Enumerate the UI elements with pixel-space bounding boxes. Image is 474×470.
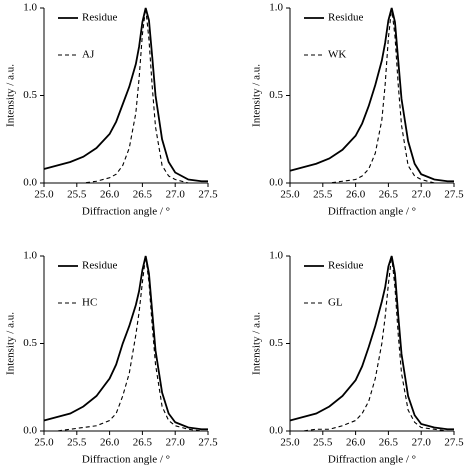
y-tick-label: 1.0 bbox=[23, 2, 37, 14]
x-axis-label: Diffraction angle / ° bbox=[82, 206, 170, 218]
x-tick-label: 26.5 bbox=[379, 437, 399, 449]
series-line bbox=[290, 7, 454, 184]
x-tick-label: 25.0 bbox=[34, 189, 54, 201]
series-line bbox=[289, 7, 454, 183]
x-tick-label: 25.0 bbox=[280, 437, 300, 449]
y-tick-label: 0.0 bbox=[23, 425, 37, 437]
x-tick-label: 26.0 bbox=[100, 437, 120, 449]
y-tick-label: 0.0 bbox=[269, 425, 283, 437]
x-tick-label: 25.5 bbox=[67, 437, 87, 449]
legend-label: Residue bbox=[328, 260, 364, 272]
x-tick-label: 26.0 bbox=[346, 189, 366, 201]
x-tick-label: 26.0 bbox=[100, 189, 120, 201]
x-tick-label: 27.5 bbox=[444, 437, 464, 449]
y-tick-label: 1.0 bbox=[23, 250, 37, 262]
x-tick-label: 25.5 bbox=[67, 189, 87, 201]
x-tick-label: 27.0 bbox=[166, 437, 186, 449]
x-tick-label: 27.5 bbox=[444, 189, 464, 201]
x-tick-label: 26.5 bbox=[133, 437, 153, 449]
x-tick-label: 26.0 bbox=[346, 437, 366, 449]
y-tick-label: 0.0 bbox=[23, 177, 37, 189]
series-line bbox=[43, 7, 208, 183]
x-tick-label: 27.5 bbox=[198, 189, 218, 201]
y-tick-label: 0.5 bbox=[23, 89, 37, 101]
legend-label: Residue bbox=[82, 260, 118, 272]
x-tick-label: 27.0 bbox=[412, 189, 432, 201]
legend-label: WK bbox=[328, 49, 346, 61]
y-axis-label: Intensity / a.u. bbox=[5, 312, 17, 375]
series-line bbox=[289, 255, 454, 431]
y-tick-label: 0.5 bbox=[23, 337, 37, 349]
x-tick-label: 25.5 bbox=[313, 437, 333, 449]
legend-label: GL bbox=[328, 297, 343, 309]
y-axis-label: Intensity / a.u. bbox=[251, 312, 263, 375]
series-line bbox=[43, 255, 208, 431]
x-axis-label: Diffraction angle / ° bbox=[82, 454, 170, 466]
legend-label: HC bbox=[82, 297, 97, 309]
legend-label: Residue bbox=[328, 12, 364, 24]
legend-label: AJ bbox=[82, 49, 95, 61]
x-axis-label: Diffraction angle / ° bbox=[328, 206, 416, 218]
y-tick-label: 0.0 bbox=[269, 177, 283, 189]
x-tick-label: 25.0 bbox=[280, 189, 300, 201]
x-tick-label: 25.5 bbox=[313, 189, 333, 201]
x-tick-label: 27.0 bbox=[166, 189, 186, 201]
x-tick-label: 25.0 bbox=[34, 437, 54, 449]
y-tick-label: 0.5 bbox=[269, 89, 283, 101]
x-tick-label: 26.5 bbox=[133, 189, 153, 201]
y-tick-label: 1.0 bbox=[269, 2, 283, 14]
series-line bbox=[44, 255, 208, 432]
y-axis-label: Intensity / a.u. bbox=[5, 64, 17, 127]
x-tick-label: 26.5 bbox=[379, 189, 399, 201]
series-line bbox=[290, 255, 454, 432]
legend-label: Residue bbox=[82, 12, 118, 24]
y-tick-label: 0.5 bbox=[269, 337, 283, 349]
y-tick-label: 1.0 bbox=[269, 250, 283, 262]
x-tick-label: 27.5 bbox=[198, 437, 218, 449]
x-axis-label: Diffraction angle / ° bbox=[328, 454, 416, 466]
x-tick-label: 27.0 bbox=[412, 437, 432, 449]
y-axis-label: Intensity / a.u. bbox=[251, 64, 263, 127]
series-line bbox=[44, 7, 208, 184]
